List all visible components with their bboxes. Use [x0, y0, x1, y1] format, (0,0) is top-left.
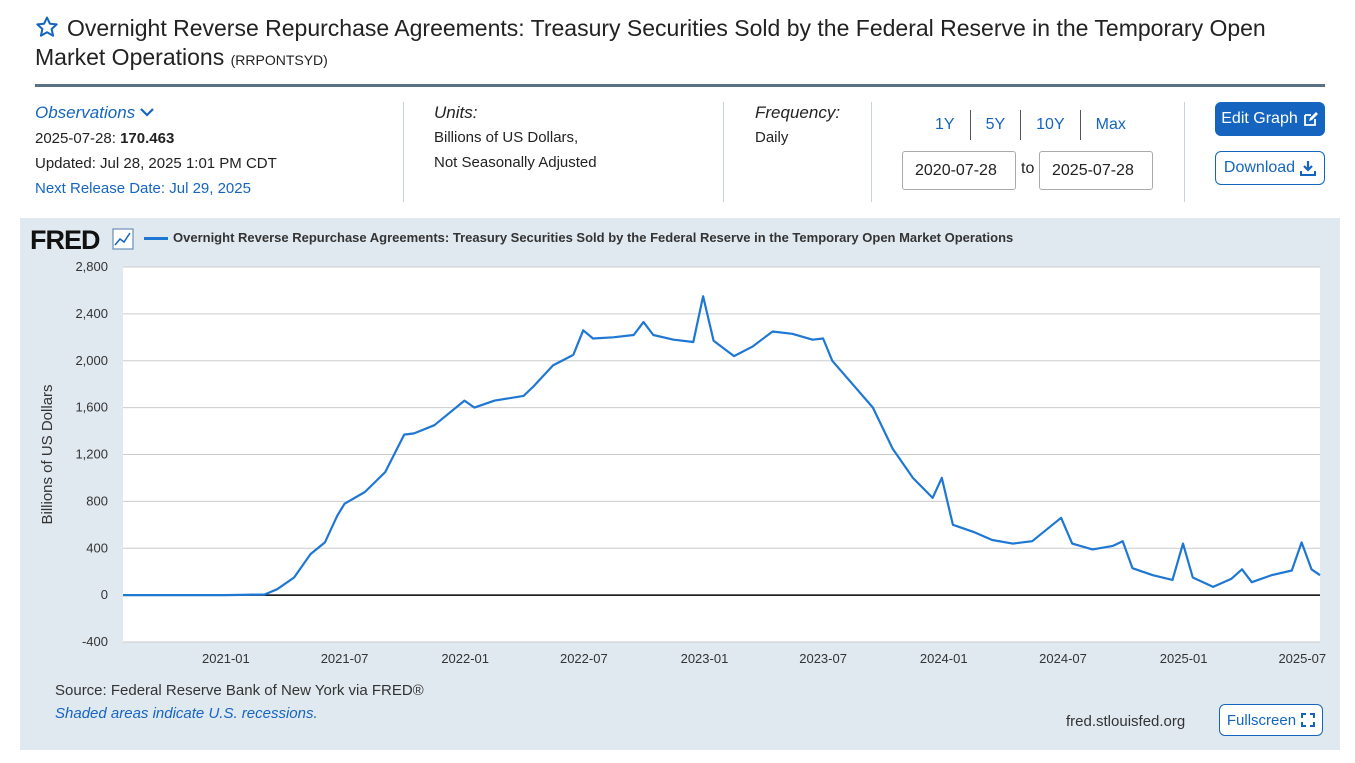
recessions-note: Shaded areas indicate U.S. recessions. [55, 705, 318, 722]
units-label: Units: [434, 103, 478, 122]
x-tick-label: 2025-07 [1278, 651, 1326, 666]
next-release-link[interactable]: Next Release Date: Jul 29, 2025 [35, 180, 251, 197]
range-max-link[interactable]: Max [1095, 116, 1126, 133]
legend-swatch [144, 237, 168, 240]
fullscreen-label: Fullscreen [1226, 711, 1297, 729]
y-tick-label: 2,400 [75, 306, 108, 321]
observations-toggle[interactable]: Observations [35, 100, 277, 126]
x-tick-label: 2022-07 [560, 651, 608, 666]
frequency-value: Daily [755, 129, 789, 146]
download-icon [1300, 161, 1317, 176]
range-10y-link[interactable]: 10Y [1021, 110, 1081, 140]
y-tick-label: 2,800 [75, 259, 108, 274]
title-row: Overnight Reverse Repurchase Agreements:… [35, 14, 1325, 75]
fullscreen-icon [1301, 713, 1316, 727]
updated-text: Updated: Jul 28, 2025 1:01 PM CDT [35, 155, 277, 172]
y-tick-label: 800 [86, 493, 108, 508]
y-tick-label: 1,600 [75, 400, 108, 415]
range-1y-link[interactable]: 1Y [920, 110, 971, 140]
units-panel: Units: Billions of US Dollars, Not Seaso… [434, 100, 597, 175]
to-label: to [1021, 160, 1035, 177]
chart-icon[interactable] [112, 228, 134, 250]
meta-divider [723, 102, 724, 202]
graph-panel: -400 0 400 800 1,200 1,600 2,000 2,400 2,800 2021… [20, 218, 1340, 750]
edit-graph-label: Edit Graph [1221, 110, 1298, 127]
frequency-label: Frequency: [755, 103, 841, 122]
range-links: 1Y 5Y 10Y Max [920, 110, 1141, 140]
page-title: Overnight Reverse Repurchase Agreements:… [35, 14, 1325, 75]
edit-graph-button[interactable]: Edit Graph [1215, 102, 1325, 136]
observations-label: Observations [35, 103, 136, 122]
end-date-input[interactable] [1039, 151, 1153, 190]
x-tick-label: 2021-07 [321, 651, 369, 666]
download-button[interactable]: Download [1215, 151, 1325, 185]
x-tick-label: 2024-01 [920, 651, 968, 666]
y-tick-label: 400 [86, 540, 108, 555]
meta-divider [871, 102, 872, 202]
range-5y-link[interactable]: 5Y [971, 110, 1022, 140]
x-tick-label: 2023-01 [681, 651, 729, 666]
star-outline-icon[interactable] [35, 15, 59, 39]
series-title: Overnight Reverse Repurchase Agreements:… [35, 15, 1266, 70]
meta-divider [1184, 102, 1185, 202]
fred-logo: FRED [30, 225, 100, 255]
site-label: fred.stlouisfed.org [1066, 713, 1186, 730]
y-axis-label: Billions of US Dollars [39, 384, 56, 524]
fullscreen-button[interactable]: Fullscreen [1219, 704, 1323, 736]
y-tick-label: 1,200 [75, 447, 108, 462]
units-line1: Billions of US Dollars, [434, 129, 579, 146]
latest-observation: 2025-07-28: 170.463 [35, 126, 277, 151]
observations-panel: Observations 2025-07-28: 170.463 Updated… [35, 100, 277, 201]
title-divider [35, 84, 1325, 87]
y-tick-label: 0 [101, 587, 108, 602]
download-label: Download [1223, 159, 1296, 176]
units-line2: Not Seasonally Adjusted [434, 154, 597, 171]
edit-icon [1303, 112, 1318, 126]
x-tick-label: 2024-07 [1039, 651, 1087, 666]
observation-date: 2025-07-28: [35, 130, 116, 147]
observation-value: 170.463 [120, 130, 175, 147]
source-text: Source: Federal Reserve Bank of New York… [55, 682, 424, 699]
x-tick-label: 2022-01 [441, 651, 489, 666]
chevron-down-icon [140, 108, 155, 117]
x-tick-label: 2025-01 [1160, 651, 1208, 666]
series-id: (RRPONTSYD) [230, 52, 328, 68]
y-tick-label: -400 [82, 634, 108, 649]
y-tick-label: 2,000 [75, 353, 108, 368]
series-line [123, 295, 1321, 597]
line-chart[interactable]: -400 0 400 800 1,200 1,600 2,000 2,400 2,800 2021… [20, 218, 1340, 688]
x-tick-label: 2023-07 [799, 651, 847, 666]
x-tick-label: 2021-01 [202, 651, 250, 666]
legend-label: Overnight Reverse Repurchase Agreements:… [173, 230, 1014, 245]
start-date-input[interactable] [902, 151, 1016, 190]
frequency-panel: Frequency: Daily [755, 100, 840, 150]
meta-divider [403, 102, 404, 202]
